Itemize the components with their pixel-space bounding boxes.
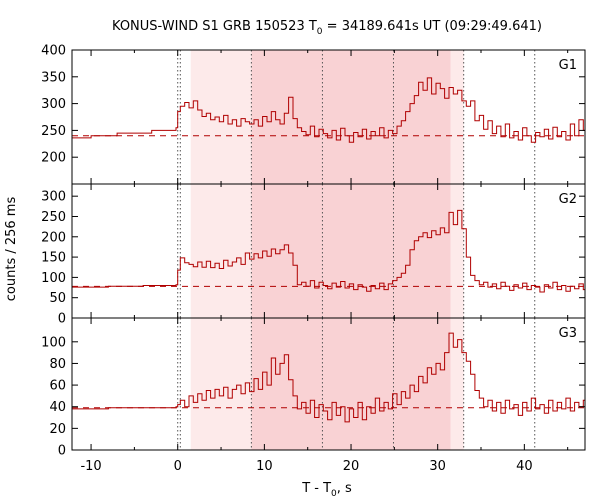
y-tick-label: 50 bbox=[49, 291, 66, 306]
x-tick-label: 30 bbox=[429, 459, 446, 474]
y-tick-label: 200 bbox=[41, 230, 66, 245]
y-tick-label: 60 bbox=[49, 379, 66, 394]
shaded-interval-3 bbox=[450, 50, 464, 184]
shaded-interval-1 bbox=[190, 184, 252, 318]
chart-title: KONUS-WIND S1 GRB 150523 T0 = 34189.641s… bbox=[112, 19, 542, 37]
panel-frame bbox=[71, 317, 586, 451]
title-main: KONUS-WIND S1 GRB 150523 T bbox=[112, 19, 317, 34]
panel-label: G1 bbox=[559, 58, 577, 73]
y-tick-label: 350 bbox=[41, 70, 66, 85]
x-axis-title: T - T0, s bbox=[301, 481, 352, 499]
x-tick-label: 10 bbox=[256, 459, 273, 474]
shaded-interval-2 bbox=[251, 318, 451, 450]
shaded-interval-3 bbox=[450, 318, 464, 450]
y-axis-title: counts / 256 ms bbox=[4, 197, 19, 302]
y-tick-label: 100 bbox=[41, 335, 66, 350]
panels-layer: 200 250 300 350 400 G1 0 50 100 150 200 250 300 G2 0 20… bbox=[41, 44, 586, 459]
y-tick-label: 250 bbox=[41, 210, 66, 225]
y-tick-label: 250 bbox=[41, 124, 66, 139]
shaded-interval-3 bbox=[450, 184, 464, 318]
title-rest: = 34189.641s UT (09:29:49.641) bbox=[323, 19, 542, 34]
light-curve-g2 bbox=[72, 209, 585, 293]
y-tick-label: 40 bbox=[49, 400, 66, 415]
x-axis: -10 0 10 20 30 40 bbox=[80, 459, 532, 474]
shaded-interval-2 bbox=[251, 184, 451, 318]
xlabel-main: T - T bbox=[301, 481, 331, 496]
y-tick-label: 300 bbox=[41, 190, 66, 205]
y-tick-label: 400 bbox=[41, 44, 66, 59]
shaded-interval-2 bbox=[251, 50, 451, 184]
shaded-interval-1 bbox=[190, 50, 252, 184]
y-tick-label: 150 bbox=[41, 251, 66, 266]
panel-g2: 0 50 100 150 200 250 300 G2 bbox=[41, 183, 586, 327]
xlabel-subscript: 0 bbox=[331, 489, 337, 499]
y-tick-label: 200 bbox=[41, 151, 66, 166]
x-tick-label: 40 bbox=[516, 459, 533, 474]
panel-g1: 200 250 300 350 400 G1 bbox=[41, 44, 586, 185]
light-curve-g3 bbox=[72, 332, 585, 423]
y-tick-label: 300 bbox=[41, 97, 66, 112]
xlabel-rest: , s bbox=[337, 481, 352, 496]
x-tick-label: 0 bbox=[174, 459, 182, 474]
x-tick-label: -10 bbox=[80, 459, 101, 474]
panel-g3: 0 20 40 60 80 100 G3 bbox=[41, 317, 586, 459]
panel-label: G3 bbox=[559, 326, 577, 341]
shaded-interval-1 bbox=[190, 318, 252, 450]
light-curve-g1 bbox=[72, 77, 585, 143]
title-subscript: 0 bbox=[317, 27, 323, 37]
x-tick-label: 20 bbox=[343, 459, 360, 474]
y-tick-label: 0 bbox=[58, 444, 66, 459]
y-tick-label: 0 bbox=[58, 312, 66, 327]
y-tick-label: 100 bbox=[41, 271, 66, 286]
panel-label: G2 bbox=[559, 192, 577, 207]
y-tick-label: 80 bbox=[49, 357, 66, 372]
y-tick-label: 20 bbox=[49, 422, 66, 437]
